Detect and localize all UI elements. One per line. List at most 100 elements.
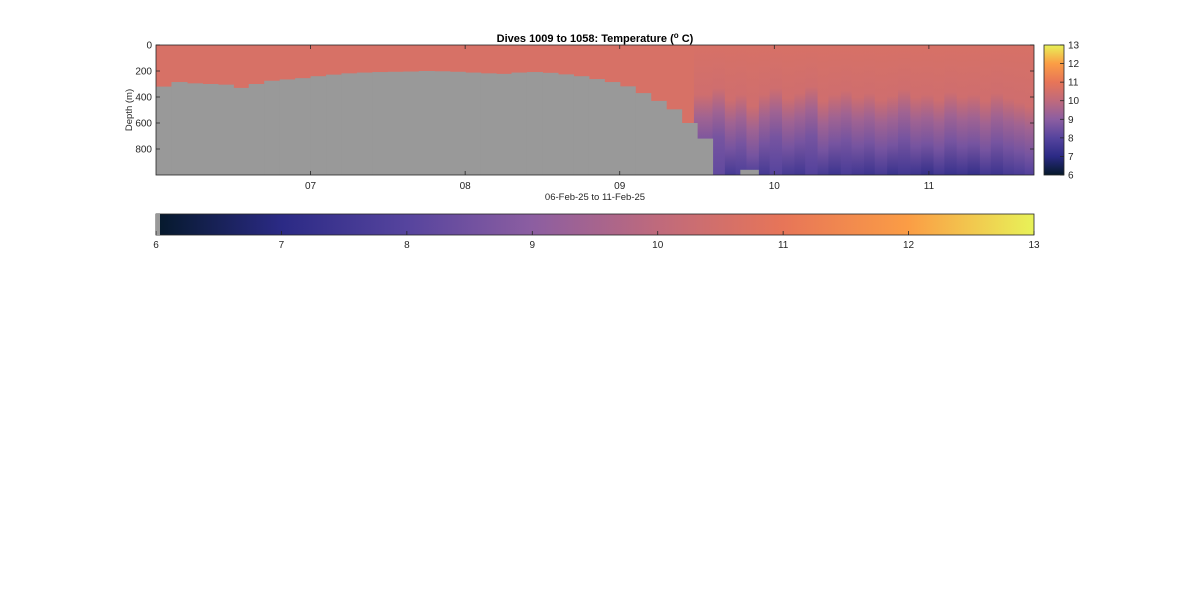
no-data-column: [403, 71, 420, 175]
no-data-column: [542, 72, 559, 175]
no-data-column: [295, 78, 312, 175]
y-axis-ticks: 0 200 400 600 800: [135, 41, 1034, 156]
chart-title: Dives 1009 to 1058: Temperature (o C): [497, 31, 694, 45]
x-tick-label: 10: [769, 181, 781, 192]
no-data-column: [465, 72, 482, 175]
no-data-column: [619, 86, 636, 175]
colorbar-right-tick-label: 11: [1068, 78, 1079, 89]
temperature-profile-column: [794, 45, 806, 175]
no-data-patch: [740, 169, 759, 175]
temperature-profile-column: [967, 45, 981, 175]
no-data-column: [264, 80, 281, 175]
no-data-column: [341, 73, 358, 175]
temperature-profile-column: [851, 45, 865, 175]
colorbar-right-tick-label: 12: [1068, 59, 1080, 70]
no-data-column: [588, 79, 605, 175]
no-data-column: [217, 84, 234, 175]
temperature-profile-column: [910, 45, 922, 175]
y-tick-label: 0: [146, 41, 152, 52]
no-data-column: [418, 71, 435, 175]
y-tick-label: 600: [135, 119, 152, 130]
temperature-profile-column: [758, 45, 771, 175]
no-data-column: [557, 74, 574, 175]
no-data-column: [387, 71, 404, 175]
temperature-profile-column: [746, 45, 760, 175]
no-data-column: [202, 84, 219, 175]
colorbar-bottom-tick-label: 9: [530, 240, 536, 251]
temperature-profile-column: [712, 45, 726, 175]
colorbar-right-tick-label: 9: [1068, 115, 1074, 126]
x-tick-label: 08: [460, 181, 472, 192]
colorbar-right-tick-label: 7: [1068, 152, 1074, 163]
temperature-profile-column: [1003, 45, 1015, 175]
no-data-column: [480, 73, 497, 175]
colorbar-bottom-tick-label: 12: [903, 240, 915, 251]
heatmap-plot: [155, 44, 1035, 176]
x-tick-label: 07: [305, 181, 317, 192]
no-data-column: [171, 82, 188, 175]
no-data-column: [697, 138, 714, 175]
temperature-profile-column: [828, 45, 842, 175]
colorbar-right-gradient: [1043, 44, 1065, 176]
y-tick-label: 800: [135, 145, 152, 156]
no-data-column: [156, 86, 173, 175]
no-data-column: [310, 76, 327, 175]
y-tick-label: 400: [135, 93, 152, 104]
no-data-column: [233, 87, 250, 175]
x-tick-label: 09: [614, 181, 626, 192]
x-tick-label: 11: [924, 181, 935, 192]
temperature-profile-column: [990, 45, 1004, 175]
no-data-column: [279, 79, 296, 175]
no-data-column: [449, 71, 466, 175]
temperature-profile-column: [874, 45, 888, 175]
temperature-profile-column: [735, 45, 748, 175]
temperature-profile-column: [817, 45, 830, 175]
colorbar-bottom-tick-label: 10: [652, 240, 664, 251]
colorbar-bottom-ticks: 6 7 8 9 10 11 12 13: [153, 231, 1040, 251]
colorbar-right-tick-label: 8: [1068, 133, 1074, 144]
no-data-column: [650, 100, 667, 175]
no-data-column: [526, 72, 544, 175]
colorbar-bottom-nodata-swatch: [156, 214, 160, 235]
y-axis-label: Depth (m): [124, 89, 135, 131]
temperature-profile-column: [1024, 45, 1034, 175]
temperature-profile-column: [769, 45, 783, 175]
temperature-profile-column: [944, 45, 958, 175]
colorbar-right-tick-label: 10: [1068, 96, 1080, 107]
temperature-profile-column: [921, 45, 935, 175]
no-data-column: [681, 123, 698, 175]
colorbar-bottom-tick-label: 6: [153, 240, 159, 251]
no-data-column: [356, 72, 374, 175]
colorbar-bottom: 6 7 8 9 10 11 12 13: [153, 213, 1040, 251]
colorbar-bottom-tick-label: 13: [1028, 240, 1040, 251]
no-data-column: [573, 76, 590, 175]
plot-frame: [155, 44, 1035, 176]
temperature-profile-column: [956, 45, 969, 175]
no-data-column: [372, 72, 389, 175]
no-data-column: [666, 109, 683, 175]
no-data-column: [511, 72, 528, 175]
no-data-column: [604, 82, 621, 175]
temperature-profile-column: [979, 45, 992, 175]
y-tick-label: 200: [135, 67, 152, 78]
temperature-profiles: [693, 45, 1034, 175]
colorbar-right-ticks: 6 7 8 9 10 11 12 13: [1060, 41, 1080, 182]
no-data-column: [186, 83, 203, 175]
temperature-profile-column: [933, 45, 945, 175]
no-data-column: [635, 93, 652, 175]
colorbar-right-tick-label: 13: [1068, 41, 1080, 52]
temperature-profile-column: [782, 45, 796, 175]
colorbar-bottom-gradient: [155, 213, 1035, 236]
no-data-column: [248, 84, 265, 175]
colorbar-bottom-tick-label: 8: [404, 240, 410, 251]
colorbar-bottom-tick-label: 11: [778, 240, 789, 251]
temperature-profile-column: [840, 45, 853, 175]
colorbar-right: 6 7 8 9 10 11 12 13: [1043, 41, 1080, 182]
temperature-profile-column: [863, 45, 876, 175]
x-axis-label: 06-Feb-25 to 11-Feb-25: [545, 192, 645, 203]
temperature-profile-column: [724, 45, 737, 175]
no-data-column: [326, 74, 343, 175]
no-data-column: [496, 73, 513, 175]
x-axis-ticks: 07 08 09 10 11: [305, 45, 935, 192]
